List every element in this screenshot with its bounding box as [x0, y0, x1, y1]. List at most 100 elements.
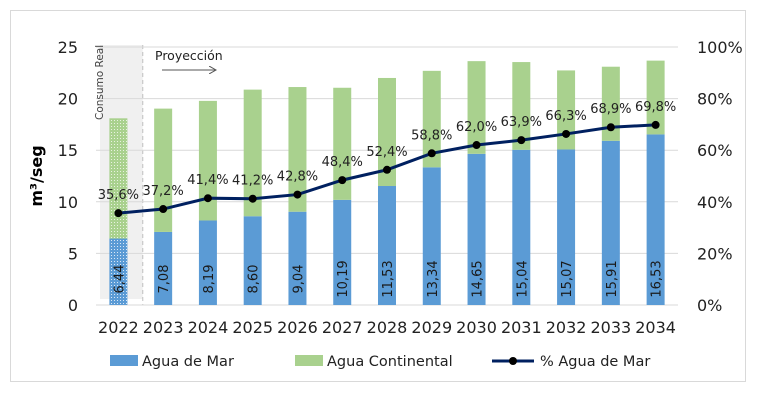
x-tick-label: 2024: [188, 318, 229, 337]
y-axis-label: m³/seg: [27, 145, 46, 206]
bar-data-label: 15,07: [560, 260, 575, 297]
y2-tick-label: 0%: [697, 296, 722, 315]
bar-data-label: 15,04: [515, 260, 530, 297]
y2-tick-label: 100%: [697, 38, 743, 57]
y2-tick-label: 20%: [697, 244, 733, 263]
line-data-label: 37,2%: [142, 184, 183, 199]
bar-agua-continental: [378, 77, 396, 187]
legend-label-agua-continental: Agua Continental: [327, 354, 453, 370]
bar-agua-de-mar: [288, 211, 307, 305]
line-marker: [383, 165, 391, 174]
x-tick-label: 2027: [322, 318, 363, 337]
y-tick-label: 25: [58, 38, 78, 57]
x-tick-label: 2032: [546, 318, 587, 337]
y-tick-label: 20: [58, 90, 78, 109]
bar-agua-de-mar: [557, 149, 576, 305]
bar-data-label: 16,53: [650, 260, 665, 297]
line-marker: [248, 194, 257, 203]
bar-agua-de-mar: [646, 134, 665, 305]
line-marker: [651, 120, 660, 129]
line-data-label: 41,4%: [187, 173, 228, 188]
y-tick-label: 5: [68, 244, 78, 263]
y2-tick-label: 60%: [697, 141, 733, 160]
y-tick-label: 0: [68, 296, 78, 315]
annotation-proyeccion: Proyección: [155, 48, 223, 63]
bar-agua-continental: [109, 118, 128, 239]
chart-frame: [10, 10, 746, 382]
bar-agua-continental: [333, 87, 352, 200]
x-tick-label: 2029: [411, 318, 452, 337]
line-data-label: 69,8%: [635, 100, 676, 115]
annotation-consumo-real: Consumo Real: [94, 45, 106, 120]
x-tick-label: 2028: [367, 318, 408, 337]
bar-agua-continental: [467, 61, 486, 154]
bar-agua-continental: [243, 89, 262, 217]
x-tick-label: 2022: [98, 318, 139, 337]
y2-tick-label: 40%: [697, 193, 733, 212]
legend-label-agua-de-mar: Agua de Mar: [142, 354, 234, 370]
bar-data-label: 11,53: [381, 260, 396, 297]
x-tick-label: 2025: [232, 318, 273, 337]
bar-agua-de-mar: [154, 231, 173, 305]
bar-agua-de-mar: [378, 186, 396, 305]
line-marker: [517, 136, 526, 145]
line-data-label: 52,4%: [366, 145, 407, 160]
bar-agua-continental: [198, 100, 217, 221]
y-tick-label: 10: [58, 193, 78, 212]
bar-agua-de-mar: [109, 238, 128, 305]
line-marker: [562, 129, 571, 138]
y2-tick-label: 80%: [697, 90, 733, 109]
x-tick-label: 2033: [590, 318, 631, 337]
line-data-label: 35,6%: [98, 188, 139, 203]
bar-data-label: 8,60: [247, 265, 262, 294]
line-marker: [472, 141, 481, 150]
line-marker: [293, 190, 302, 199]
legend-marker-pct: [509, 357, 517, 365]
bar-agua-de-mar: [422, 167, 441, 305]
bar-agua-continental: [154, 108, 173, 232]
line-data-label: 62,0%: [456, 120, 497, 135]
bar-agua-de-mar: [512, 149, 531, 305]
x-tick-label: 2026: [277, 318, 318, 337]
line-marker: [159, 205, 168, 214]
bar-data-label: 14,65: [471, 260, 486, 297]
line-marker: [114, 209, 123, 218]
bar-agua-continental: [646, 60, 665, 135]
bar-data-label: 7,08: [157, 265, 172, 294]
bar-data-label: 10,19: [336, 260, 351, 297]
legend-swatch-agua-de-mar: [110, 355, 138, 366]
line-marker: [338, 176, 347, 185]
bar-data-label: 15,91: [605, 260, 620, 297]
line-data-label: 41,2%: [232, 174, 273, 189]
legend-label-pct: % Agua de Mar: [540, 354, 650, 370]
bar-agua-de-mar: [601, 140, 620, 305]
bar-agua-de-mar: [467, 153, 486, 305]
line-marker: [606, 123, 615, 132]
line-data-label: 63,9%: [501, 115, 542, 130]
bar-agua-de-mar: [198, 220, 217, 305]
bar-agua-continental: [512, 62, 531, 150]
legend-swatch-agua-continental: [295, 355, 323, 366]
bar-agua-continental: [422, 70, 441, 168]
line-data-label: 58,8%: [411, 128, 452, 143]
bar-agua-de-mar: [243, 216, 262, 305]
bar-agua-de-mar: [333, 199, 352, 305]
line-data-label: 48,4%: [322, 155, 363, 170]
y-tick-label: 15: [58, 141, 78, 160]
line-data-label: 66,3%: [545, 109, 586, 124]
bar-agua-continental: [288, 87, 307, 212]
x-tick-label: 2034: [635, 318, 676, 337]
line-data-label: 42,8%: [277, 170, 318, 185]
bar-data-label: 13,34: [426, 260, 441, 297]
line-marker: [427, 149, 436, 158]
bar-agua-continental: [601, 66, 620, 141]
line-data-label: 68,9%: [590, 102, 631, 117]
x-tick-label: 2031: [501, 318, 542, 337]
x-tick-label: 2023: [143, 318, 184, 337]
bar-data-label: 8,19: [202, 265, 217, 294]
bar-data-label: 9,04: [291, 265, 306, 294]
bar-data-label: 6,44: [112, 265, 127, 294]
bar-agua-continental: [557, 70, 576, 150]
line-marker: [203, 194, 212, 203]
